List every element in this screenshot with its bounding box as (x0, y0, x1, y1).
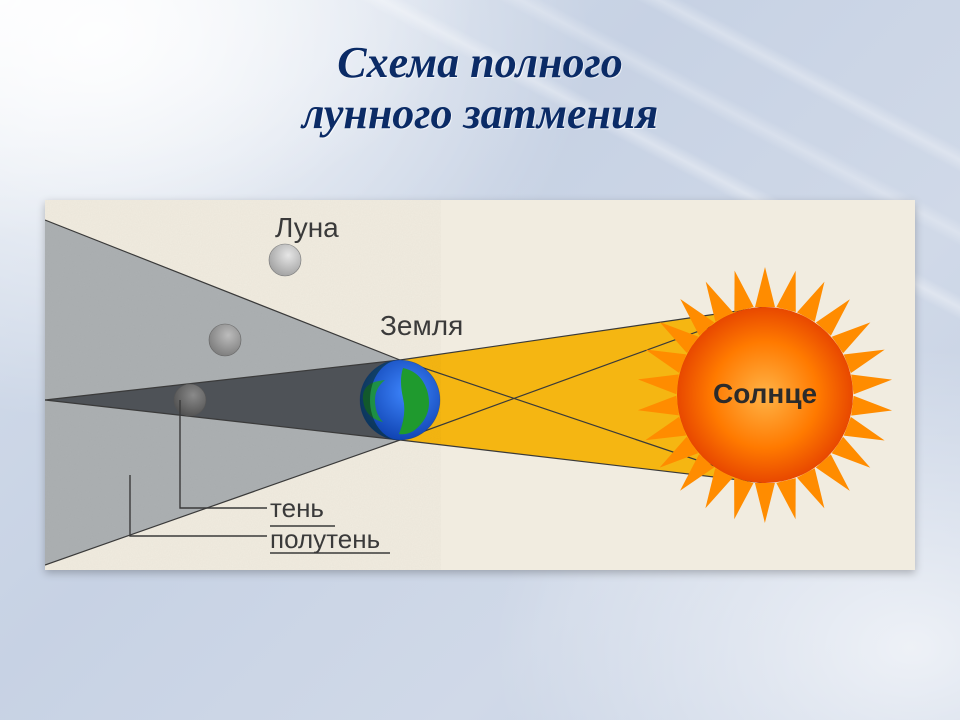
label-penumbra: полутень (270, 524, 380, 555)
earth (360, 360, 440, 440)
label-moon: Луна (275, 212, 339, 244)
label-sun: Солнце (713, 378, 817, 410)
moon-umbra-pos (174, 384, 206, 416)
moon-mid-pos (209, 324, 241, 356)
title-line-1: Схема полного (337, 38, 623, 87)
label-earth: Земля (380, 310, 463, 342)
title-line-2: лунного затмения (302, 89, 658, 138)
moon-penumbra-pos (269, 244, 301, 276)
diagram-panel: Луна Земля Солнце тень полутень (45, 200, 915, 570)
label-umbra: тень (270, 493, 324, 524)
page-title: Схема полного лунного затмения (0, 38, 960, 139)
